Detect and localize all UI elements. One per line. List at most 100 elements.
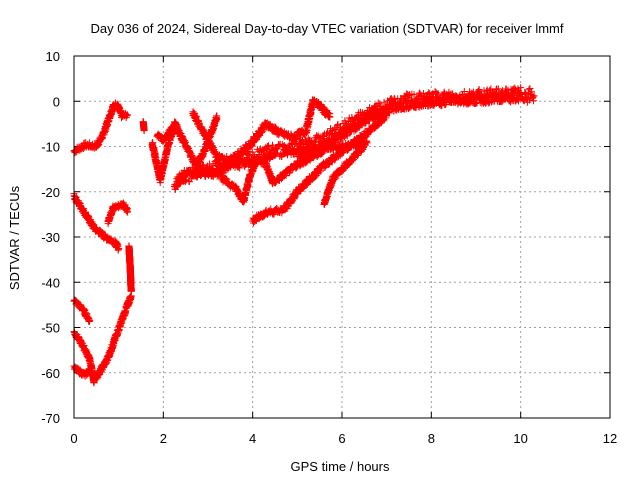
data-point xyxy=(530,92,538,100)
y-tick-label: -50 xyxy=(41,321,60,336)
data-point xyxy=(408,97,416,105)
data-point xyxy=(173,181,181,189)
data-point xyxy=(179,172,187,180)
data-point xyxy=(467,91,475,99)
y-tick-label: -60 xyxy=(41,366,60,381)
y-tick-label: 0 xyxy=(53,94,60,109)
data-point xyxy=(360,139,368,147)
data-point xyxy=(309,143,317,151)
data-point xyxy=(374,99,382,107)
data-point xyxy=(524,95,532,103)
data-point xyxy=(487,85,495,93)
y-tick-label: -20 xyxy=(41,185,60,200)
data-point xyxy=(86,317,94,325)
data-point xyxy=(359,140,367,148)
data-point xyxy=(475,86,483,94)
data-point xyxy=(302,156,310,164)
data-point xyxy=(208,165,216,173)
data-point xyxy=(235,151,243,159)
data-point xyxy=(383,111,391,119)
data-point xyxy=(526,85,534,93)
grid xyxy=(74,56,610,418)
data-point xyxy=(507,98,515,106)
data-point xyxy=(343,132,351,140)
data-point xyxy=(326,113,334,121)
data-point xyxy=(529,93,537,101)
data-point xyxy=(140,127,148,135)
data-point xyxy=(315,134,323,142)
data-point xyxy=(219,154,227,162)
data-point xyxy=(183,168,191,176)
y-axis-label: SDTVAR / TECUs xyxy=(7,185,22,290)
series-N xyxy=(249,110,391,227)
series-P xyxy=(280,137,368,157)
data-point xyxy=(306,154,314,162)
chart-title: Day 036 of 2024, Sidereal Day-to-day VTE… xyxy=(91,21,564,36)
data-point xyxy=(410,91,418,99)
data-point xyxy=(263,142,271,150)
x-tick-label: 8 xyxy=(428,431,435,446)
x-tick-label: 6 xyxy=(338,431,345,446)
data-point xyxy=(182,176,190,184)
y-tick-label: -30 xyxy=(41,230,60,245)
data-point xyxy=(516,89,524,97)
data-point xyxy=(127,292,135,300)
data-point xyxy=(192,162,200,170)
y-tick-label: -70 xyxy=(41,411,60,426)
data-point xyxy=(327,125,335,133)
x-tick-label: 10 xyxy=(513,431,527,446)
series-C xyxy=(104,199,132,228)
x-tick-label: 12 xyxy=(603,431,617,446)
data-point xyxy=(380,98,388,106)
series-A xyxy=(70,99,132,157)
series-H xyxy=(139,118,148,135)
data-point xyxy=(244,148,252,156)
data-point xyxy=(425,89,433,97)
data-point xyxy=(515,97,523,105)
x-tick-label: 4 xyxy=(249,431,256,446)
series-M2 xyxy=(293,89,525,167)
data-point xyxy=(513,95,521,103)
data-point xyxy=(204,163,212,171)
data-point xyxy=(527,88,535,96)
data-point xyxy=(235,163,243,171)
data-point xyxy=(264,142,272,150)
plot-border xyxy=(73,55,611,419)
x-tick-label: 0 xyxy=(70,431,77,446)
y-tick-label: -10 xyxy=(41,140,60,155)
series-G xyxy=(92,292,135,383)
data-point xyxy=(521,88,529,96)
x-axis-label: GPS time / hours xyxy=(291,459,390,474)
data-point xyxy=(360,139,368,147)
series-F xyxy=(70,328,98,387)
data-point xyxy=(494,92,502,100)
data-point xyxy=(238,154,246,162)
y-tick-label: 10 xyxy=(46,49,60,64)
y-tick-label: -40 xyxy=(41,275,60,290)
series-L2 xyxy=(153,123,183,146)
data-point xyxy=(494,85,502,93)
data-point xyxy=(266,154,274,162)
data-point xyxy=(236,164,244,172)
series-F2 xyxy=(70,362,96,380)
data-point xyxy=(88,364,96,372)
data-point xyxy=(419,90,427,98)
series-B xyxy=(70,190,123,254)
data-point xyxy=(124,207,132,215)
data-point xyxy=(207,164,215,172)
data-point xyxy=(517,84,525,92)
x-tick-label: 2 xyxy=(160,431,167,446)
data-point xyxy=(530,97,538,105)
data-point xyxy=(517,93,525,101)
data-point xyxy=(291,137,299,145)
data-point xyxy=(215,169,223,177)
data-point xyxy=(201,172,209,180)
data-point xyxy=(124,111,132,119)
series-D xyxy=(125,242,135,295)
data-point xyxy=(115,244,123,252)
data-point xyxy=(408,98,416,106)
data-points xyxy=(70,84,538,387)
data-point xyxy=(175,127,183,135)
data-point xyxy=(245,152,253,160)
